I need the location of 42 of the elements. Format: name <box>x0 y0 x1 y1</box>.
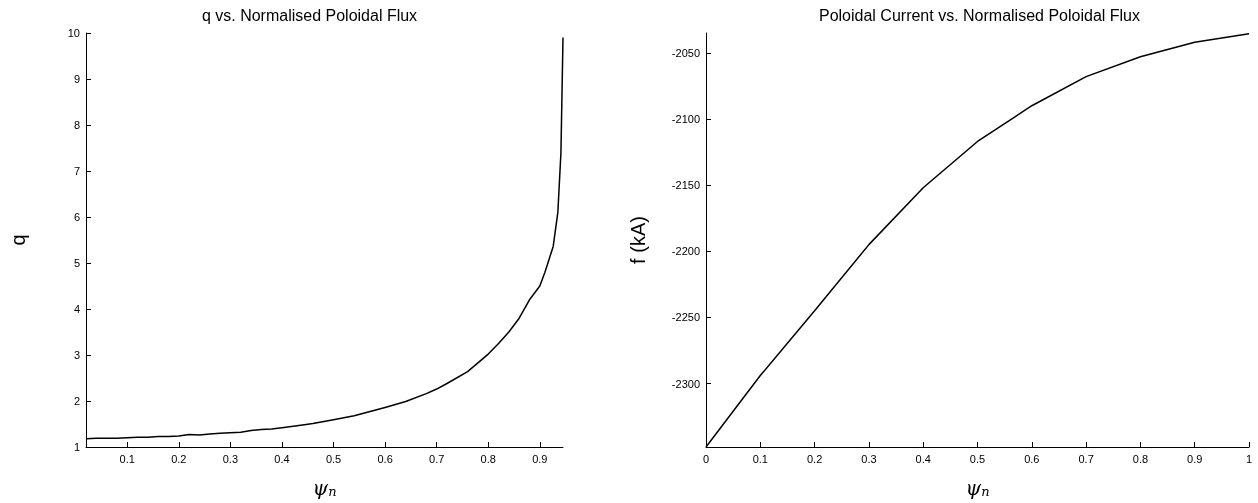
y-tick-label: -2100 <box>671 112 700 125</box>
x-tick-label: 0.5 <box>969 452 986 465</box>
x-tick-label: 0.3 <box>861 452 877 465</box>
y-axis-title: q <box>7 234 29 246</box>
x-axis-title: ψn <box>965 475 990 500</box>
x-tick-label: 0.1 <box>752 452 768 465</box>
x-tick-label: 0.1 <box>119 452 135 465</box>
x-tick-label: 0.8 <box>1132 452 1149 465</box>
x-axis-title: ψn <box>312 475 337 500</box>
y-axis-title: f (kA) <box>627 216 649 264</box>
x-tick-label: 0.6 <box>377 452 393 465</box>
x-tick-label: 0.9 <box>1187 452 1203 465</box>
x-tick-label: 0.2 <box>171 452 187 465</box>
y-tick-label: 1 <box>73 441 80 453</box>
x-tick-label: 0.7 <box>429 452 445 465</box>
y-tick-label: -2200 <box>671 245 700 258</box>
x-tick-label: 0.6 <box>1024 452 1040 465</box>
y-tick-label: -2050 <box>671 46 700 59</box>
y-tick-label: 6 <box>73 211 80 223</box>
y-tick-label: 2 <box>73 395 80 407</box>
x-tick-label: 0.2 <box>806 452 823 465</box>
y-tick-label: 5 <box>73 257 80 269</box>
x-tick-label: 0.4 <box>915 452 931 465</box>
x-tick-label: 0.8 <box>480 452 496 465</box>
x-tick-label: 0.4 <box>274 452 290 465</box>
y-tick-label: 8 <box>73 119 80 131</box>
y-tick-label: 3 <box>73 349 80 361</box>
y-tick-label: 7 <box>73 165 80 177</box>
y-tick-label: 10 <box>67 27 80 39</box>
x-tick-label: 0.7 <box>1078 452 1094 465</box>
x-tick-label: 0.3 <box>222 452 239 465</box>
chart-title: Poloidal Current vs. Normalised Poloidal Flux <box>818 6 1141 24</box>
y-tick-label: 9 <box>73 73 80 85</box>
chart-title: q vs. Normalised Poloidal Flux <box>201 6 418 24</box>
y-tick-label: 4 <box>73 303 80 315</box>
y-tick-label: -2300 <box>671 377 700 390</box>
x-tick-label: 1 <box>1245 452 1253 465</box>
x-tick-label: 0.9 <box>532 452 548 465</box>
x-tick-label: 0.5 <box>325 452 342 465</box>
y-tick-label: -2250 <box>671 311 700 324</box>
x-tick-label: 0 <box>702 452 710 465</box>
y-tick-label: -2150 <box>671 179 700 192</box>
